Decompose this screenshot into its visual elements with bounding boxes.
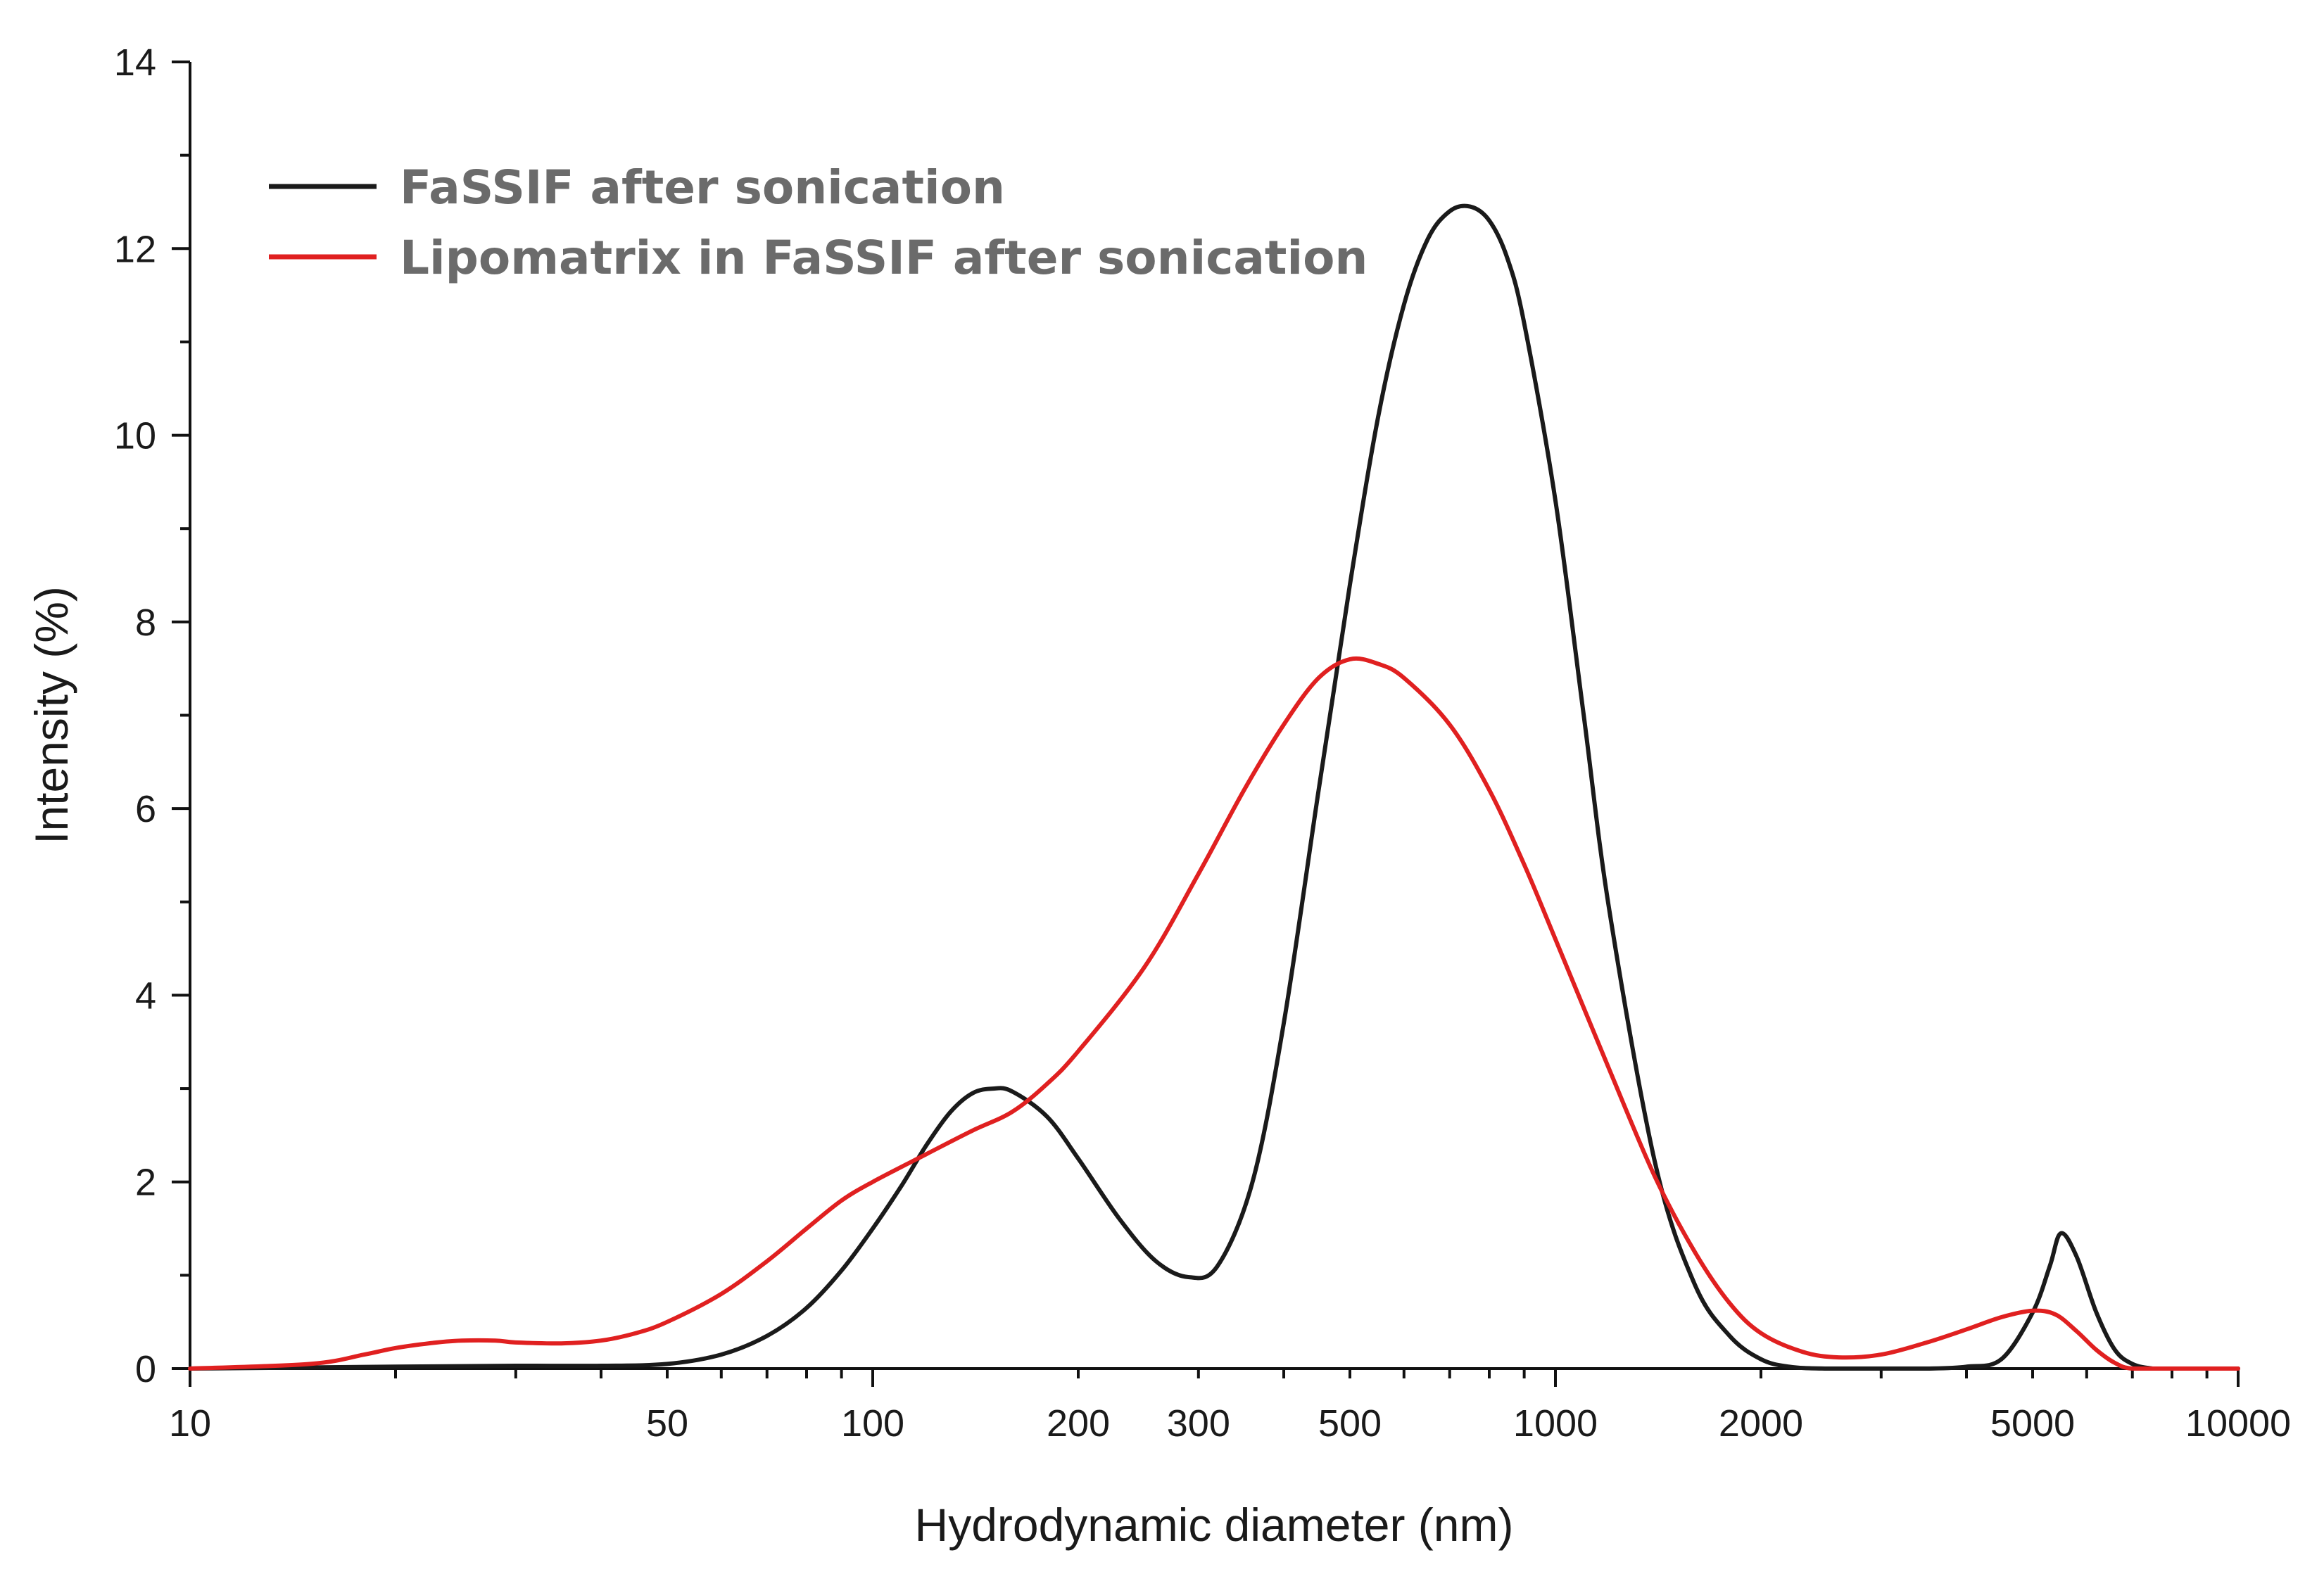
legend-label: Lipomatrix in FaSSIF after sonication xyxy=(400,231,1368,285)
series-layer xyxy=(188,203,2240,1371)
x-tick-label: 1000 xyxy=(1513,1402,1598,1445)
x-tick-label: 50 xyxy=(646,1402,688,1445)
x-tick-label: 300 xyxy=(1167,1402,1230,1445)
series-line-2 xyxy=(188,656,2240,1371)
x-tick-label: 200 xyxy=(1047,1402,1110,1445)
x-tick-label: 10 xyxy=(169,1402,211,1445)
y-tick-label: 4 xyxy=(135,975,156,1017)
x-tick-label: 5000 xyxy=(1990,1402,2075,1445)
y-tick-label: 14 xyxy=(114,42,156,84)
legend-label: FaSSIF after sonication xyxy=(400,160,1005,215)
x-tick-label: 2000 xyxy=(1719,1402,1803,1445)
y-tick-label: 2 xyxy=(135,1162,156,1204)
x-tick-label: 500 xyxy=(1318,1402,1382,1445)
x-axis-title: Hydrodynamic diameter (nm) xyxy=(915,1499,1514,1551)
y-tick-label: 8 xyxy=(135,602,156,644)
axes: 0 2 4 6 8 10 12 14 10 50 100 200 300 500 1000 2000 5000 1… xyxy=(114,42,2291,1445)
y-tick-label: 10 xyxy=(114,415,156,457)
x-tick-label: 100 xyxy=(841,1402,904,1445)
series-line-1 xyxy=(188,203,2240,1371)
y-tick-label: 12 xyxy=(114,228,156,270)
y-axis-title: Intensity (%) xyxy=(25,586,77,844)
x-tick-label: 10000 xyxy=(2185,1402,2291,1445)
legend: FaSSIF after sonication Lipomatrix in FaS… xyxy=(269,160,1368,285)
y-tick-label: 0 xyxy=(135,1348,156,1390)
y-tick-label: 6 xyxy=(135,788,156,830)
